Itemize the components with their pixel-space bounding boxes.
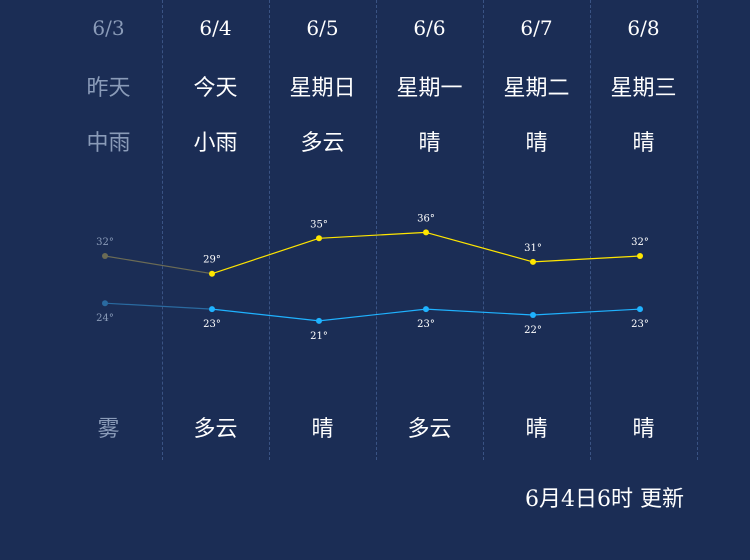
low-temp-label: 22° [524, 325, 542, 336]
day-column-4: 6/7 星期二晴晴 [483, 0, 591, 460]
day-weather: 多云 [300, 131, 345, 156]
night-weather: 雾 [97, 417, 120, 442]
day-weather: 晴 [418, 131, 441, 156]
high-line-segment [532, 255, 641, 263]
night-weather: 晴 [525, 417, 548, 442]
day-column-1: 6/4 今天小雨多云 [162, 0, 270, 460]
day-date: 6/3 [92, 16, 125, 40]
low-temp-label: 23° [631, 319, 649, 330]
day-date: 6/7 [520, 16, 553, 40]
high-temp-label: 29° [203, 255, 221, 266]
low-line-segment [211, 308, 320, 322]
day-column-0: 6/3 昨天中雨雾 [55, 0, 163, 460]
high-point [530, 258, 536, 265]
high-point [102, 253, 108, 259]
update-time: 6月4日6时 更新 [525, 487, 684, 512]
low-point [637, 306, 643, 313]
day-date: 6/5 [306, 16, 339, 40]
day-weather: 晴 [525, 131, 548, 156]
day-name: 昨天 [86, 76, 131, 101]
high-point [637, 253, 643, 259]
low-point [316, 317, 322, 324]
day-date: 6/8 [627, 16, 660, 40]
day-date: 6/6 [413, 16, 446, 40]
low-line-segment [318, 308, 427, 322]
day-name: 星期一 [396, 76, 463, 101]
temperature-chart: 32° 29° 35° 36° 31° 32° 24° 23° 21° 23° 22° 23° [96, 213, 649, 342]
high-point [209, 270, 215, 277]
low-temp-label: 23° [417, 319, 435, 330]
low-temp-label: 24° [96, 313, 114, 324]
high-temp-label: 32° [96, 237, 114, 248]
low-point [102, 300, 108, 307]
low-temp-label: 21° [310, 331, 328, 342]
low-temp-label: 23° [203, 319, 221, 330]
high-temp-label: 36° [417, 213, 435, 224]
night-weather: 晴 [632, 417, 655, 442]
day-column-3: 6/6 星期一晴多云 [376, 0, 484, 460]
low-line-segment [104, 302, 213, 310]
high-line-segment [318, 231, 427, 239]
low-line-segment [532, 308, 641, 316]
day-column-5: 6/8 星期三晴晴 [590, 0, 698, 460]
day-date: 6/4 [199, 16, 232, 40]
high-temp-label: 31° [524, 243, 542, 254]
high-temp-label: 32° [631, 237, 649, 248]
night-weather: 多云 [193, 417, 238, 442]
night-weather: 晴 [311, 417, 334, 442]
high-point [316, 235, 322, 242]
day-weather: 小雨 [193, 131, 238, 156]
high-line-segment [425, 231, 534, 263]
day-weather: 中雨 [86, 131, 131, 156]
night-weather: 多云 [407, 417, 452, 442]
low-point [423, 306, 429, 313]
low-line-segment [425, 308, 534, 316]
day-weather: 晴 [632, 131, 655, 156]
low-point [209, 306, 215, 313]
day-name: 星期日 [289, 76, 356, 101]
day-name: 星期三 [610, 76, 677, 101]
high-point [423, 229, 429, 236]
day-column-2: 6/5 星期日多云晴 [269, 0, 377, 460]
day-name: 星期二 [503, 76, 570, 101]
high-temp-label: 35° [310, 219, 328, 230]
high-line-segment [211, 237, 320, 275]
high-line-segment [104, 255, 213, 275]
low-point [530, 312, 536, 318]
day-name: 今天 [193, 76, 238, 101]
